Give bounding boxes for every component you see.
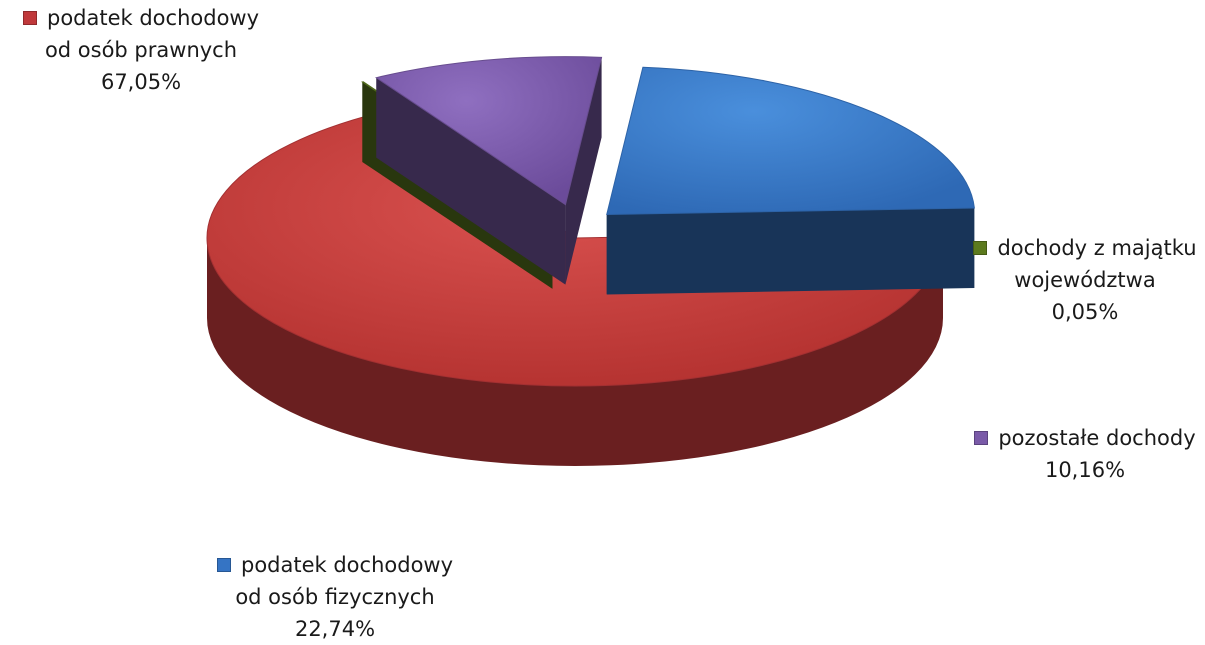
data-label-prawne: podatek dochodowy od osób prawnych 67,05… xyxy=(6,2,276,98)
pie-wall-pozostale-0 xyxy=(376,77,566,285)
pie-top-fizyczne xyxy=(606,66,975,216)
legend-swatch-pozostale xyxy=(974,431,989,445)
pie-wall-fizyczne-1 xyxy=(606,208,975,295)
pie-wall-pozostale-1 xyxy=(565,57,602,285)
legend-swatch-fizyczne xyxy=(216,558,231,572)
label-prawne-line1: podatek dochodowy xyxy=(46,6,260,30)
label-fizyczne-line2: od osób fizycznych xyxy=(235,585,435,609)
pie-slice-fizyczne xyxy=(606,66,975,295)
pie-side-prawne-0 xyxy=(207,238,943,466)
label-fizyczne-line1: podatek dochodowy xyxy=(240,553,454,577)
data-label-pozostale: pozostałe dochody 10,16% xyxy=(965,422,1205,486)
pie-top-pozostale xyxy=(375,56,603,206)
legend-swatch-majatek xyxy=(973,241,988,255)
pie-slice-pozostale xyxy=(375,56,603,285)
legend-swatch-prawne xyxy=(22,11,37,25)
label-fizyczne-value: 22,74% xyxy=(294,617,376,641)
label-pozostale-value: 10,16% xyxy=(1044,458,1126,482)
data-label-majatek: dochody z majątku województwa 0,05% xyxy=(965,232,1205,328)
label-prawne-value: 67,05% xyxy=(100,70,182,94)
label-majatek-line2: województwa xyxy=(1014,268,1156,292)
label-pozostale-line1: pozostałe dochody xyxy=(998,426,1196,450)
data-label-fizyczne: podatek dochodowy od osób fizycznych 22,… xyxy=(200,549,470,645)
pie-layer xyxy=(206,56,975,466)
label-majatek-line1: dochody z majątku xyxy=(997,236,1197,260)
label-prawne-line2: od osób prawnych xyxy=(44,38,238,62)
label-majatek-value: 0,05% xyxy=(1051,300,1119,324)
